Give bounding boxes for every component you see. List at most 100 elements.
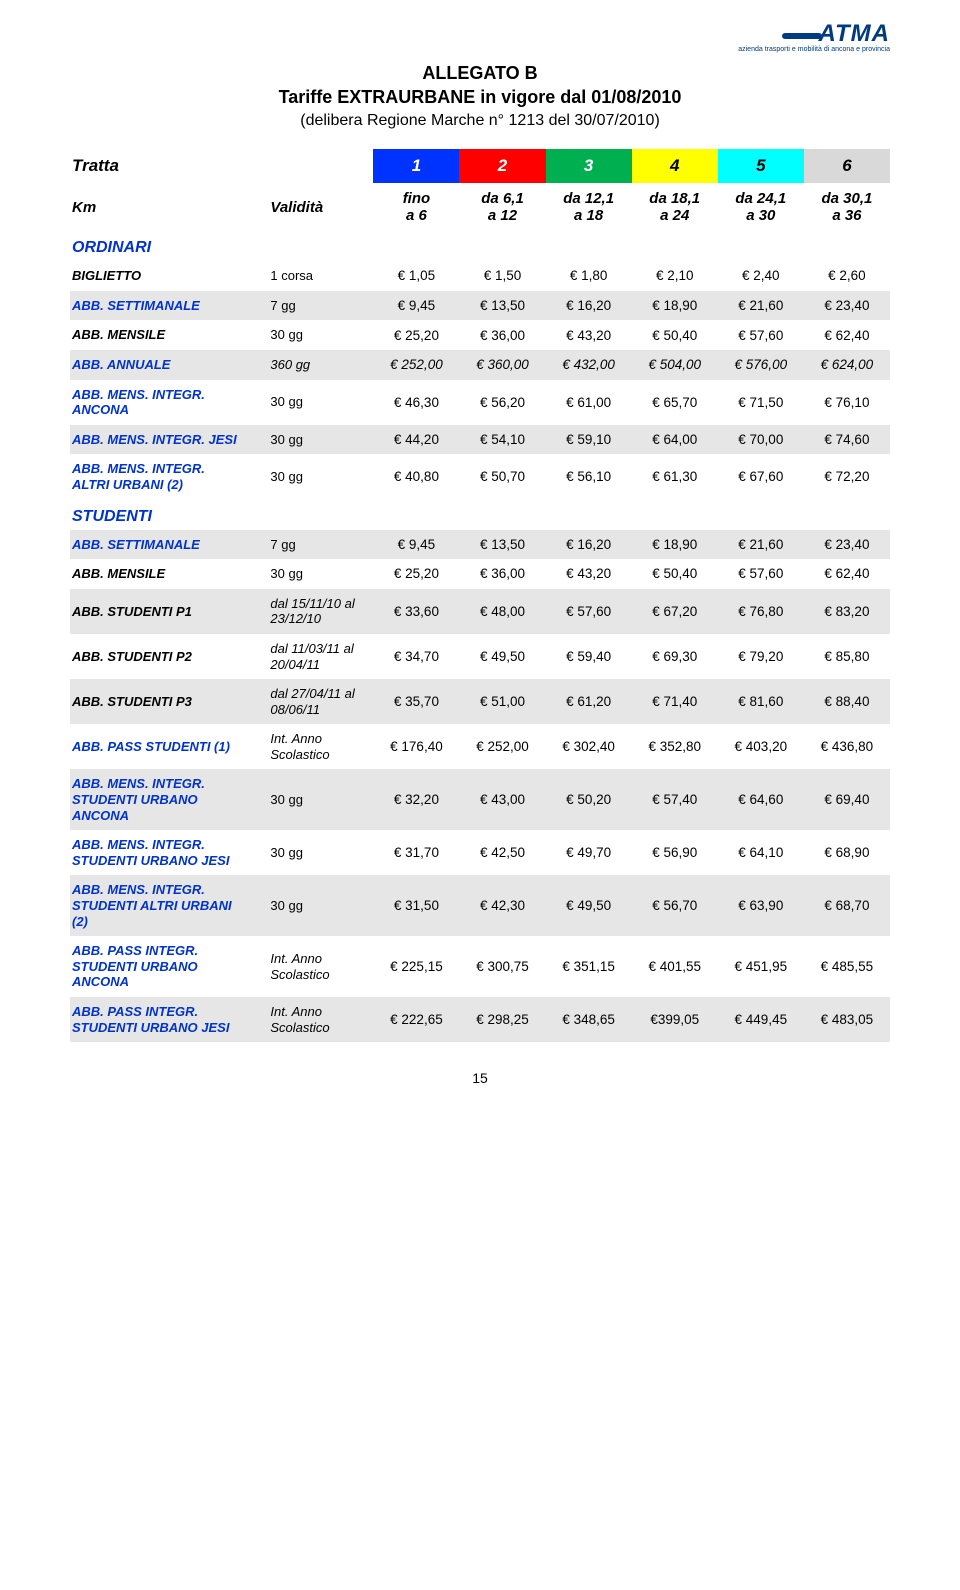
price-cell: € 351,15 bbox=[546, 936, 632, 997]
table-row: ABB. MENS. INTEGR. ALTRI URBANI (2)30 gg… bbox=[70, 454, 890, 499]
price-cell: € 54,10 bbox=[459, 425, 545, 455]
price-cell: € 57,60 bbox=[718, 320, 804, 350]
price-cell: € 59,40 bbox=[546, 634, 632, 679]
price-cell: € 31,50 bbox=[373, 875, 459, 936]
logo-subtitle: azienda trasporti e mobilità di ancona e… bbox=[70, 46, 890, 53]
row-validity: 30 gg bbox=[250, 559, 373, 589]
price-cell: € 34,70 bbox=[373, 634, 459, 679]
price-cell: € 62,40 bbox=[804, 559, 890, 589]
zone-5: 5 bbox=[718, 149, 804, 183]
price-cell: € 401,55 bbox=[632, 936, 718, 997]
price-cell: € 56,90 bbox=[632, 830, 718, 875]
row-validity: 7 gg bbox=[250, 291, 373, 321]
row-label: ABB. STUDENTI P3 bbox=[70, 679, 250, 724]
validita-label: Validità bbox=[250, 183, 373, 231]
price-cell: € 21,60 bbox=[718, 530, 804, 560]
price-cell: € 65,70 bbox=[632, 380, 718, 425]
price-cell: € 1,80 bbox=[546, 261, 632, 291]
table-row: ABB. MENS. INTEGR. STUDENTI URBANO JESI3… bbox=[70, 830, 890, 875]
logo: ATMA bbox=[782, 20, 890, 48]
price-cell: € 1,50 bbox=[459, 261, 545, 291]
price-cell: € 61,20 bbox=[546, 679, 632, 724]
row-label: ABB. MENS. INTEGR. ANCONA bbox=[70, 380, 250, 425]
price-cell: € 61,30 bbox=[632, 454, 718, 499]
zone-1: 1 bbox=[373, 149, 459, 183]
table-row: ABB. STUDENTI P2dal 11/03/11 al 20/04/11… bbox=[70, 634, 890, 679]
price-cell: € 40,80 bbox=[373, 454, 459, 499]
row-validity: dal 27/04/11 al 08/06/11 bbox=[250, 679, 373, 724]
price-cell: €399,05 bbox=[632, 997, 718, 1042]
price-cell: € 79,20 bbox=[718, 634, 804, 679]
header-km-row: Km Validità finoa 6 da 6,1a 12 da 12,1a … bbox=[70, 183, 890, 231]
price-cell: € 298,25 bbox=[459, 997, 545, 1042]
price-cell: € 43,20 bbox=[546, 559, 632, 589]
table-row: ABB. SETTIMANALE7 gg€ 9,45€ 13,50€ 16,20… bbox=[70, 530, 890, 560]
row-validity: 30 gg bbox=[250, 769, 373, 830]
table-row: ABB. MENS. INTEGR. JESI30 gg€ 44,20€ 54,… bbox=[70, 425, 890, 455]
price-cell: € 49,50 bbox=[459, 634, 545, 679]
row-label: ABB. MENS. INTEGR. STUDENTI URBANO JESI bbox=[70, 830, 250, 875]
section-title: STUDENTI bbox=[70, 500, 890, 530]
price-cell: € 67,60 bbox=[718, 454, 804, 499]
table-row: ABB. MENS. INTEGR. STUDENTI ALTRI URBANI… bbox=[70, 875, 890, 936]
price-cell: € 74,60 bbox=[804, 425, 890, 455]
price-cell: € 35,70 bbox=[373, 679, 459, 724]
row-label: ABB. STUDENTI P2 bbox=[70, 634, 250, 679]
price-cell: € 252,00 bbox=[373, 350, 459, 380]
price-cell: € 504,00 bbox=[632, 350, 718, 380]
logo-area: ATMA azienda trasporti e mobilità di anc… bbox=[70, 20, 890, 53]
price-cell: € 2,10 bbox=[632, 261, 718, 291]
row-label: ABB. SETTIMANALE bbox=[70, 291, 250, 321]
price-cell: € 23,40 bbox=[804, 530, 890, 560]
row-label: ABB. MENS. INTEGR. STUDENTI URBANO ANCON… bbox=[70, 769, 250, 830]
price-cell: € 63,90 bbox=[718, 875, 804, 936]
price-cell: € 67,20 bbox=[632, 589, 718, 634]
price-cell: € 36,00 bbox=[459, 559, 545, 589]
page-title: ALLEGATO B Tariffe EXTRAURBANE in vigore… bbox=[70, 61, 890, 131]
row-validity: 30 gg bbox=[250, 830, 373, 875]
row-label: ABB. ANNUALE bbox=[70, 350, 250, 380]
price-cell: € 56,70 bbox=[632, 875, 718, 936]
price-cell: € 624,00 bbox=[804, 350, 890, 380]
table-row: ABB. STUDENTI P1dal 15/11/10 al 23/12/10… bbox=[70, 589, 890, 634]
price-cell: € 302,40 bbox=[546, 724, 632, 769]
price-cell: € 46,30 bbox=[373, 380, 459, 425]
price-cell: € 576,00 bbox=[718, 350, 804, 380]
price-cell: € 51,00 bbox=[459, 679, 545, 724]
price-cell: € 483,05 bbox=[804, 997, 890, 1042]
row-validity: dal 11/03/11 al 20/04/11 bbox=[250, 634, 373, 679]
price-cell: € 21,60 bbox=[718, 291, 804, 321]
price-cell: € 71,50 bbox=[718, 380, 804, 425]
price-cell: € 18,90 bbox=[632, 530, 718, 560]
price-cell: € 88,40 bbox=[804, 679, 890, 724]
section-title: ORDINARI bbox=[70, 231, 890, 261]
zone-6: 6 bbox=[804, 149, 890, 183]
price-cell: € 36,00 bbox=[459, 320, 545, 350]
table-row: ABB. ANNUALE360 gg€ 252,00€ 360,00€ 432,… bbox=[70, 350, 890, 380]
price-cell: € 69,40 bbox=[804, 769, 890, 830]
row-label: ABB. MENS. INTEGR. JESI bbox=[70, 425, 250, 455]
price-cell: € 49,70 bbox=[546, 830, 632, 875]
row-label: ABB. PASS INTEGR. STUDENTI URBANO JESI bbox=[70, 997, 250, 1042]
price-cell: € 83,20 bbox=[804, 589, 890, 634]
price-cell: € 76,80 bbox=[718, 589, 804, 634]
zone-2: 2 bbox=[459, 149, 545, 183]
row-label: BIGLIETTO bbox=[70, 261, 250, 291]
row-validity: 7 gg bbox=[250, 530, 373, 560]
row-validity: 1 corsa bbox=[250, 261, 373, 291]
row-label: ABB. MENS. INTEGR. ALTRI URBANI (2) bbox=[70, 454, 250, 499]
price-cell: € 31,70 bbox=[373, 830, 459, 875]
price-cell: € 57,40 bbox=[632, 769, 718, 830]
price-cell: € 59,10 bbox=[546, 425, 632, 455]
row-label: ABB. SETTIMANALE bbox=[70, 530, 250, 560]
price-cell: € 16,20 bbox=[546, 530, 632, 560]
zone-3: 3 bbox=[546, 149, 632, 183]
price-cell: € 348,65 bbox=[546, 997, 632, 1042]
table-row: ABB. STUDENTI P3dal 27/04/11 al 08/06/11… bbox=[70, 679, 890, 724]
row-label: ABB. STUDENTI P1 bbox=[70, 589, 250, 634]
price-cell: € 436,80 bbox=[804, 724, 890, 769]
price-cell: € 42,30 bbox=[459, 875, 545, 936]
logo-text: ATMA bbox=[818, 20, 890, 47]
price-cell: € 42,50 bbox=[459, 830, 545, 875]
tariff-table: Tratta 1 2 3 4 5 6 Km Validità finoa 6 d… bbox=[70, 149, 890, 1042]
